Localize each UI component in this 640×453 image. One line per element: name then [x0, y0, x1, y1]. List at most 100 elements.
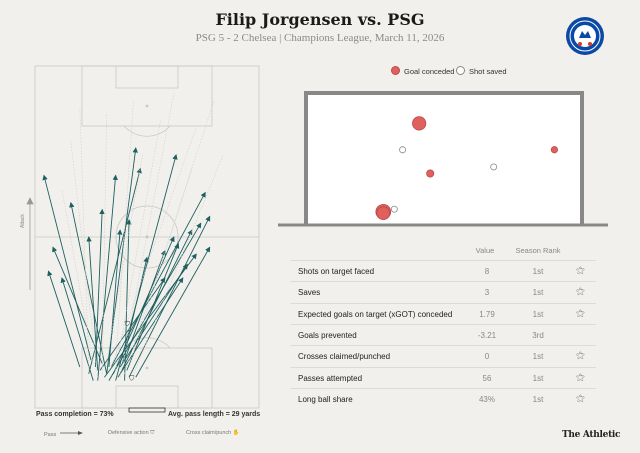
pass-completion: Pass completion = 73% — [36, 411, 114, 418]
attack-direction — [26, 197, 34, 290]
pass-arrow — [119, 229, 193, 375]
failed-pass-line — [115, 120, 161, 371]
defensive-action-marker: ⛉ — [129, 375, 135, 383]
saved-dot-icon — [456, 66, 465, 75]
row-value: 0 — [484, 352, 490, 362]
pass-arrow — [42, 174, 92, 361]
pass-arrow — [117, 277, 184, 378]
legend-saved: Shot saved — [456, 66, 507, 76]
row-value: 1.79 — [479, 309, 495, 319]
row-label: Goals prevented — [298, 330, 357, 340]
pass-arrow — [52, 246, 103, 364]
pass-arrow — [128, 215, 211, 378]
pass-arrow — [99, 277, 166, 371]
legend-goal: Goal conceded — [391, 66, 454, 76]
row-value: 8 — [484, 267, 490, 276]
legend-defensive-label: Defensive action — [108, 430, 149, 436]
pass-layer — [42, 93, 224, 381]
table-row: Crosses claimed/punched 0 1st ⚝ — [290, 345, 596, 367]
pass-arrow — [104, 253, 197, 378]
shot-saved-point — [490, 163, 498, 171]
legend-saved-label: Shot saved — [469, 67, 507, 76]
legend-pass: Pass — [44, 430, 84, 438]
attack-label: Attack — [20, 214, 26, 228]
pass-arrow — [97, 174, 118, 381]
shot-layer — [375, 116, 558, 220]
row-label: Passes attempted — [298, 373, 363, 383]
row-label: Crosses claimed/punched — [298, 352, 391, 362]
table-row: Saves 3 1st ⚝ — [290, 281, 596, 303]
goal-conceded-point — [412, 116, 427, 131]
avg-pass-length: Avg. pass length = 29 yards — [168, 411, 261, 418]
table-row: Shots on target faced 8 1st ⚝ — [290, 260, 596, 282]
medal-icon: ⚝ — [576, 265, 585, 275]
defensive-action-layer: ⛉⛉ — [125, 320, 135, 383]
pass-arrow — [124, 219, 132, 381]
medal-icon: ⚝ — [576, 307, 585, 318]
row-rank: 1st — [532, 352, 544, 362]
pass-arrow — [47, 270, 81, 368]
medal-icon: ⚝ — [576, 350, 585, 361]
row-label: Expected goals on target (xGOT) conceded — [298, 309, 453, 319]
failed-pass-line — [115, 100, 134, 364]
goal-conceded-point — [426, 169, 435, 178]
chelsea-crest-icon — [566, 17, 604, 55]
pass-arrow — [88, 167, 142, 374]
medal-icon: ⚝ — [576, 371, 585, 382]
goal-mouth — [278, 91, 608, 227]
goal-conceded-point — [376, 206, 391, 220]
legend-cross: Cross claim/punch ✋ — [186, 430, 240, 436]
glove-icon: ✋ — [232, 430, 240, 436]
legend-goal-label: Goal conceded — [404, 67, 455, 76]
row-value: 56 — [482, 373, 492, 383]
shot-saved-point — [390, 205, 398, 213]
row-rank: 1st — [532, 267, 544, 276]
row-label: Long ball share — [298, 394, 353, 404]
row-label: Saves — [298, 288, 321, 298]
table-row: Passes attempted 56 1st ⚝ — [290, 366, 596, 389]
failed-pass-line — [70, 141, 99, 378]
pass-arrow — [108, 229, 123, 367]
pass-arrow — [121, 256, 149, 364]
pass-arrow — [95, 208, 105, 367]
row-value: -3.21 — [477, 330, 497, 340]
pass-arrow — [126, 243, 180, 371]
medal-icon: ⚝ — [576, 392, 585, 403]
arrow-icon — [59, 431, 83, 435]
pass-arrow — [60, 277, 94, 381]
shield-icon: ⛉ — [150, 430, 155, 436]
pass-arrow — [110, 191, 206, 368]
pass-arrow — [115, 154, 178, 381]
page-title: Filip Jorgensen vs. PSG — [215, 10, 425, 29]
row-value: 3 — [484, 288, 490, 298]
col-value-header: Value — [475, 246, 495, 255]
legend-pass-label: Pass — [44, 432, 57, 438]
col-rank-header: Season Rank — [515, 246, 561, 255]
failed-pass-line — [79, 107, 90, 371]
failed-pass-line — [101, 113, 107, 374]
failed-pass-line — [61, 189, 94, 364]
row-label: Shots on target faced — [298, 267, 375, 276]
row-rank: 1st — [532, 394, 544, 404]
defensive-action-marker: ⛉ — [125, 320, 131, 328]
pass-arrow — [135, 246, 211, 378]
table-row: Long ball share 43% 1st ⚝ — [290, 387, 596, 410]
failed-pass-line — [133, 154, 224, 374]
row-rank: 1st — [532, 373, 544, 383]
row-value: 43% — [478, 394, 495, 404]
row-rank: 3rd — [532, 330, 544, 340]
row-rank: 1st — [532, 288, 544, 298]
table-row: Goals prevented -3.21 3rd — [290, 323, 596, 346]
failed-pass-line — [110, 127, 197, 368]
medal-icon: ⚝ — [576, 286, 585, 297]
table-row: Expected goals on target (xGOT) conceded… — [290, 302, 596, 325]
match-subtitle: PSG 5 - 2 Chelsea | Champions League, Ma… — [195, 32, 445, 44]
legend-cross-label: Cross claim/punch — [186, 430, 232, 436]
shot-saved-point — [399, 146, 407, 154]
goal-conceded-point — [550, 146, 558, 154]
pitch-lines — [34, 65, 260, 413]
failed-pass-line — [119, 93, 175, 378]
legend-defensive: Defensive action ⛉ — [108, 430, 154, 437]
goal-dot-icon — [391, 66, 400, 75]
